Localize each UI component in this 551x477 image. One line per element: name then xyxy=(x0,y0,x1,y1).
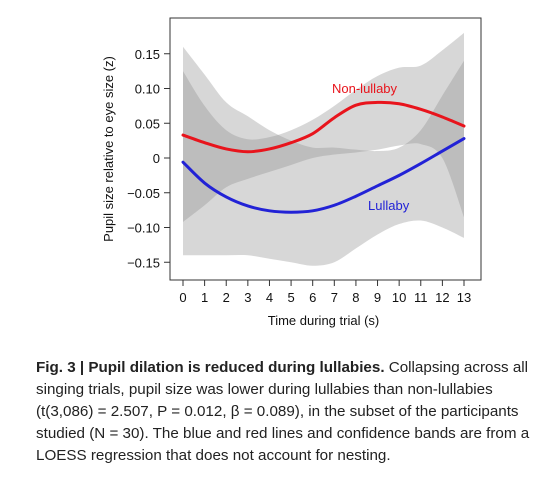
x-tick-label: 8 xyxy=(352,290,359,305)
x-tick-label: 9 xyxy=(374,290,381,305)
x-tick-label: 0 xyxy=(179,290,186,305)
caption-line-1: Collapsing across all xyxy=(384,359,529,376)
x-tick-label: 12 xyxy=(435,290,449,305)
series-lines xyxy=(181,100,466,214)
caption-line-5: LOESS regression that does not account f… xyxy=(36,447,391,464)
x-tick-label: 6 xyxy=(309,290,316,305)
figure-caption: Fig. 3 | Pupil dilation is reduced durin… xyxy=(36,357,546,467)
x-tick-label: 7 xyxy=(331,290,338,305)
x-tick-label: 10 xyxy=(392,290,406,305)
x-tick-label: 2 xyxy=(223,290,230,305)
x-tick-label: 1 xyxy=(201,290,208,305)
x-tick-label: 11 xyxy=(414,290,428,305)
x-tick-label: 5 xyxy=(287,290,294,305)
series-line-lullaby xyxy=(181,137,466,214)
y-tick-label: 0.10 xyxy=(135,82,160,97)
y-tick-label: −0.05 xyxy=(127,186,160,201)
y-axis: 0.15 0.10 0.05 0 −0.05 −0.10 −0.15 xyxy=(127,47,170,270)
series-line-non-lullaby xyxy=(181,100,466,154)
y-tick-label: 0 xyxy=(153,151,160,166)
x-tick-label: 3 xyxy=(244,290,251,305)
x-axis-label: Time during trial (s) xyxy=(268,313,379,328)
plot-frame xyxy=(169,17,482,281)
y-axis-label: Pupil size relative to eye size (z) xyxy=(101,56,116,242)
caption-line-4: studied (N = 30). The blue and red lines… xyxy=(36,425,530,442)
caption-line-3: (t(3,086) = 2.507, P = 0.012, β = 0.089)… xyxy=(36,403,519,420)
x-tick-label: 4 xyxy=(266,290,273,305)
y-tick-label: −0.10 xyxy=(127,221,160,236)
x-axis: 0 1 2 3 4 5 6 7 8 9 10 11 12 13 xyxy=(179,280,471,305)
caption-figure-label: Fig. 3 | Pupil dilation is reduced durin… xyxy=(36,359,385,376)
x-tick-label: 13 xyxy=(457,290,471,305)
caption-line-2: singing trials, pupil size was lower dur… xyxy=(36,381,493,398)
series-label-lullaby: Lullaby xyxy=(368,198,410,213)
y-tick-label: −0.15 xyxy=(127,255,160,270)
confidence-band-lullaby xyxy=(183,46,464,266)
y-tick-label: 0.15 xyxy=(135,47,160,62)
series-label-non-lullaby: Non-lullaby xyxy=(332,81,398,96)
y-tick-label: 0.05 xyxy=(135,116,160,131)
